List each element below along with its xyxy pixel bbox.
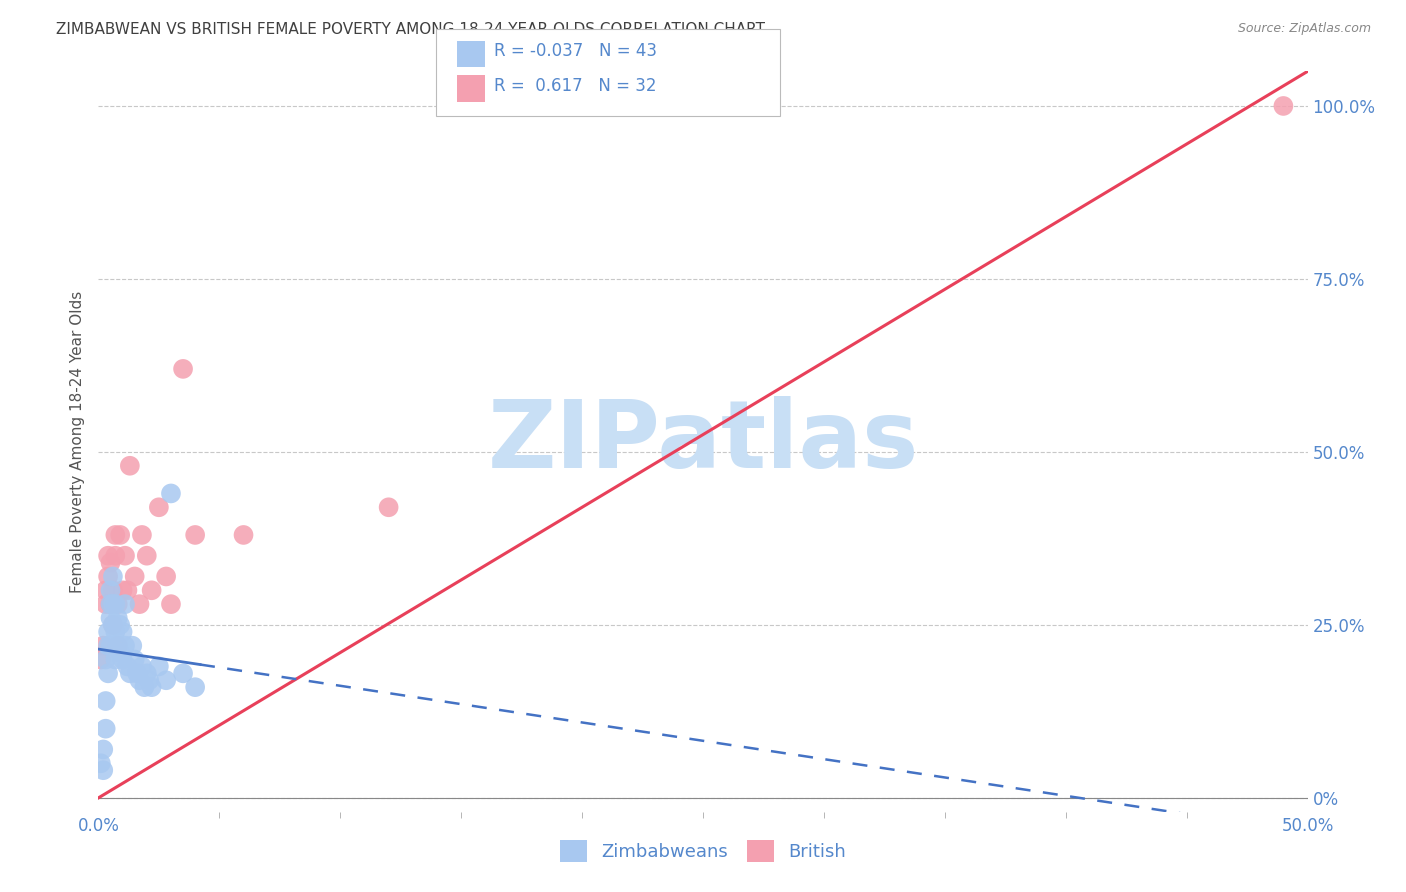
Point	[135, 549, 157, 563]
Point	[184, 528, 207, 542]
Point	[117, 583, 139, 598]
Point	[91, 639, 114, 653]
Point	[138, 673, 160, 688]
Point	[101, 618, 124, 632]
Point	[114, 549, 136, 563]
Point	[131, 659, 153, 673]
Point	[100, 583, 122, 598]
Point	[101, 597, 124, 611]
Point	[121, 639, 143, 653]
Point	[108, 618, 131, 632]
Point	[124, 652, 146, 666]
Point	[184, 680, 207, 694]
Point	[97, 549, 120, 563]
Point	[135, 666, 157, 681]
Point	[118, 458, 141, 473]
Point	[155, 569, 177, 583]
Text: Source: ZipAtlas.com: Source: ZipAtlas.com	[1237, 22, 1371, 36]
Point	[97, 666, 120, 681]
Point	[108, 646, 131, 660]
Point	[101, 618, 124, 632]
Point	[104, 652, 127, 666]
Point	[148, 659, 170, 673]
Point	[155, 673, 177, 688]
Point	[90, 652, 112, 666]
Point	[131, 528, 153, 542]
Point	[94, 694, 117, 708]
Point	[117, 659, 139, 673]
Point	[104, 549, 127, 563]
Point	[232, 528, 254, 542]
Point	[141, 583, 163, 598]
Point	[94, 597, 117, 611]
Point	[100, 639, 122, 653]
Point	[160, 597, 183, 611]
Point	[104, 597, 127, 611]
Point	[107, 639, 129, 653]
Point	[377, 500, 399, 515]
Point	[91, 742, 114, 756]
Text: ZIPatlas: ZIPatlas	[488, 395, 918, 488]
Point	[148, 500, 170, 515]
Point	[172, 362, 194, 376]
Point	[111, 624, 134, 639]
Point	[94, 722, 117, 736]
Point	[101, 569, 124, 583]
Point	[104, 624, 127, 639]
Point	[128, 673, 150, 688]
Point	[100, 597, 122, 611]
Point	[100, 556, 122, 570]
Point	[97, 639, 120, 653]
Point	[124, 569, 146, 583]
Point	[104, 528, 127, 542]
Point	[172, 666, 194, 681]
Y-axis label: Female Poverty Among 18-24 Year Olds: Female Poverty Among 18-24 Year Olds	[70, 291, 86, 592]
Point	[94, 583, 117, 598]
Point	[101, 583, 124, 598]
Point	[118, 666, 141, 681]
Legend: Zimbabweans, British: Zimbabweans, British	[553, 833, 853, 870]
Point	[111, 652, 134, 666]
Point	[141, 680, 163, 694]
Point	[100, 597, 122, 611]
Point	[97, 569, 120, 583]
Point	[91, 763, 114, 777]
Point	[128, 597, 150, 611]
Point	[97, 624, 120, 639]
Point	[127, 666, 149, 681]
Point	[1272, 99, 1295, 113]
Point	[114, 597, 136, 611]
Point	[107, 639, 129, 653]
Point	[160, 486, 183, 500]
Point	[107, 611, 129, 625]
Point	[134, 680, 156, 694]
Point	[107, 597, 129, 611]
Point	[111, 583, 134, 598]
Point	[108, 528, 131, 542]
Text: ZIMBABWEAN VS BRITISH FEMALE POVERTY AMONG 18-24 YEAR OLDS CORRELATION CHART: ZIMBABWEAN VS BRITISH FEMALE POVERTY AMO…	[56, 22, 765, 37]
Point	[90, 756, 112, 771]
Point	[100, 611, 122, 625]
Text: R =  0.617   N = 32: R = 0.617 N = 32	[494, 77, 657, 95]
Point	[114, 639, 136, 653]
Text: R = -0.037   N = 43: R = -0.037 N = 43	[494, 42, 657, 61]
Point	[94, 652, 117, 666]
